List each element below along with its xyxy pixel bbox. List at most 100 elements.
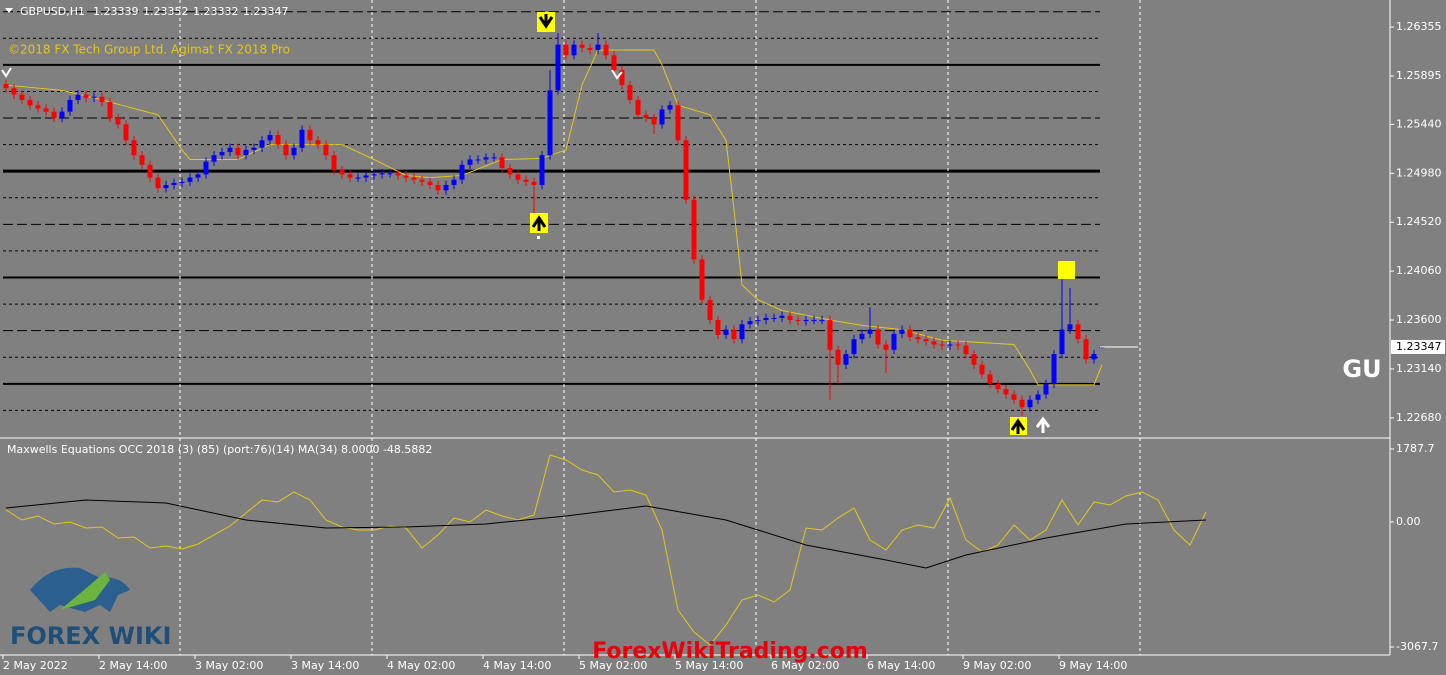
candle-body: [1067, 324, 1073, 330]
candle-body: [771, 317, 777, 319]
candle-body: [67, 99, 73, 112]
candle-body: [859, 333, 865, 340]
candle-body: [595, 44, 601, 50]
candle-body: [179, 181, 185, 183]
candle-body: [363, 175, 369, 178]
candle-body: [739, 324, 745, 340]
current-price-box: [1391, 339, 1445, 354]
candle-body: [107, 102, 113, 119]
candle-body: [371, 174, 377, 176]
candle-body: [91, 96, 97, 98]
candle-body: [163, 185, 169, 189]
candle-body: [355, 177, 361, 179]
candle-body: [603, 44, 609, 56]
candle-body: [555, 44, 561, 91]
current-price-label: 1.23347: [1396, 340, 1442, 353]
candle-body: [99, 96, 105, 103]
candle-body: [843, 354, 849, 365]
candle-body: [299, 129, 305, 148]
candle-body: [1059, 329, 1065, 355]
candle-body: [435, 185, 441, 191]
candle-body: [211, 155, 217, 162]
candle-body: [147, 164, 153, 178]
candle-body: [715, 320, 721, 335]
candle-body: [811, 320, 817, 322]
x-tick-label: 3 May 02:00: [195, 659, 263, 672]
candle-body: [75, 94, 81, 100]
candle-body: [187, 177, 193, 182]
candle-body: [699, 259, 705, 300]
ohlc-high: 1.23352: [143, 5, 189, 18]
candle-body: [731, 329, 737, 340]
candle-body: [347, 174, 353, 178]
candle-body: [947, 344, 953, 346]
candle-body: [275, 135, 281, 145]
candle-body: [171, 182, 177, 186]
candle-body: [491, 157, 497, 159]
candle-body: [1035, 394, 1041, 400]
candle-body: [579, 44, 585, 48]
candle-body: [547, 90, 553, 156]
candle-body: [387, 173, 393, 175]
candle-body: [835, 349, 841, 365]
candle-body: [1019, 399, 1025, 408]
logo-text: FOREX WIKI: [10, 622, 171, 650]
candle-body: [203, 161, 209, 175]
candle-body: [619, 70, 625, 86]
y-tick-label: 1.23600: [1396, 313, 1442, 326]
candle-body: [451, 179, 457, 186]
candle-body: [851, 339, 857, 355]
candle-body: [3, 83, 9, 89]
candle-body: [11, 88, 17, 95]
signal-box: [1058, 261, 1075, 279]
small-arrow: [1, 67, 12, 78]
x-tick-label: 6 May 02:00: [771, 659, 839, 672]
oscillator-line: [5, 499, 1207, 569]
x-tick-label: 2 May 14:00: [99, 659, 167, 672]
x-tick-label: 4 May 02:00: [387, 659, 455, 672]
candle-body: [939, 344, 945, 346]
candle-body: [483, 157, 489, 160]
candle-body: [43, 108, 49, 112]
candle-body: [795, 320, 801, 322]
indicator-title: Maxwells Equations OCC 2018 (3) (85) (po…: [7, 443, 432, 456]
candle-body: [219, 152, 225, 156]
ohlc-open: 1.23339: [93, 5, 139, 18]
candle-body: [539, 155, 545, 186]
candle-body: [379, 173, 385, 175]
candle-body: [875, 329, 881, 345]
x-tick-label: 9 May 14:00: [1059, 659, 1127, 672]
candle-body: [411, 177, 417, 180]
candle-body: [627, 85, 633, 100]
candle-body: [267, 135, 273, 141]
watermark: ForexWikiTrading.com: [592, 639, 868, 664]
candle-body: [1083, 339, 1089, 360]
candle-body: [419, 179, 425, 182]
candle-body: [35, 105, 41, 109]
candle-body: [891, 333, 897, 350]
candle-body: [651, 118, 657, 125]
y-tick-label: 1.24060: [1396, 264, 1442, 277]
logo-arrow: [60, 572, 110, 610]
candle-body: [955, 344, 961, 346]
candle-body: [443, 185, 449, 191]
candle-body: [403, 175, 409, 178]
up-arrow: [1035, 416, 1051, 433]
candle-body: [243, 149, 249, 156]
candle-body: [747, 321, 753, 325]
copyright: ©2018 FX Tech Group Ltd. Agimat FX 2018 …: [8, 43, 290, 57]
x-tick-label: 5 May 14:00: [675, 659, 743, 672]
candle-body: [27, 99, 33, 106]
candle-body: [1027, 399, 1033, 408]
candle-body: [571, 44, 577, 56]
down-arrow: [538, 14, 554, 29]
candle-body: [507, 167, 513, 175]
candle-body: [883, 344, 889, 350]
candle-body: [667, 105, 673, 110]
symbol-label: GU: [1342, 355, 1381, 383]
candle-body: [659, 109, 665, 125]
ohlc-low: 1.23332: [193, 5, 239, 18]
candle-body: [931, 341, 937, 345]
candle-body: [83, 94, 89, 98]
candle-body: [499, 157, 505, 168]
